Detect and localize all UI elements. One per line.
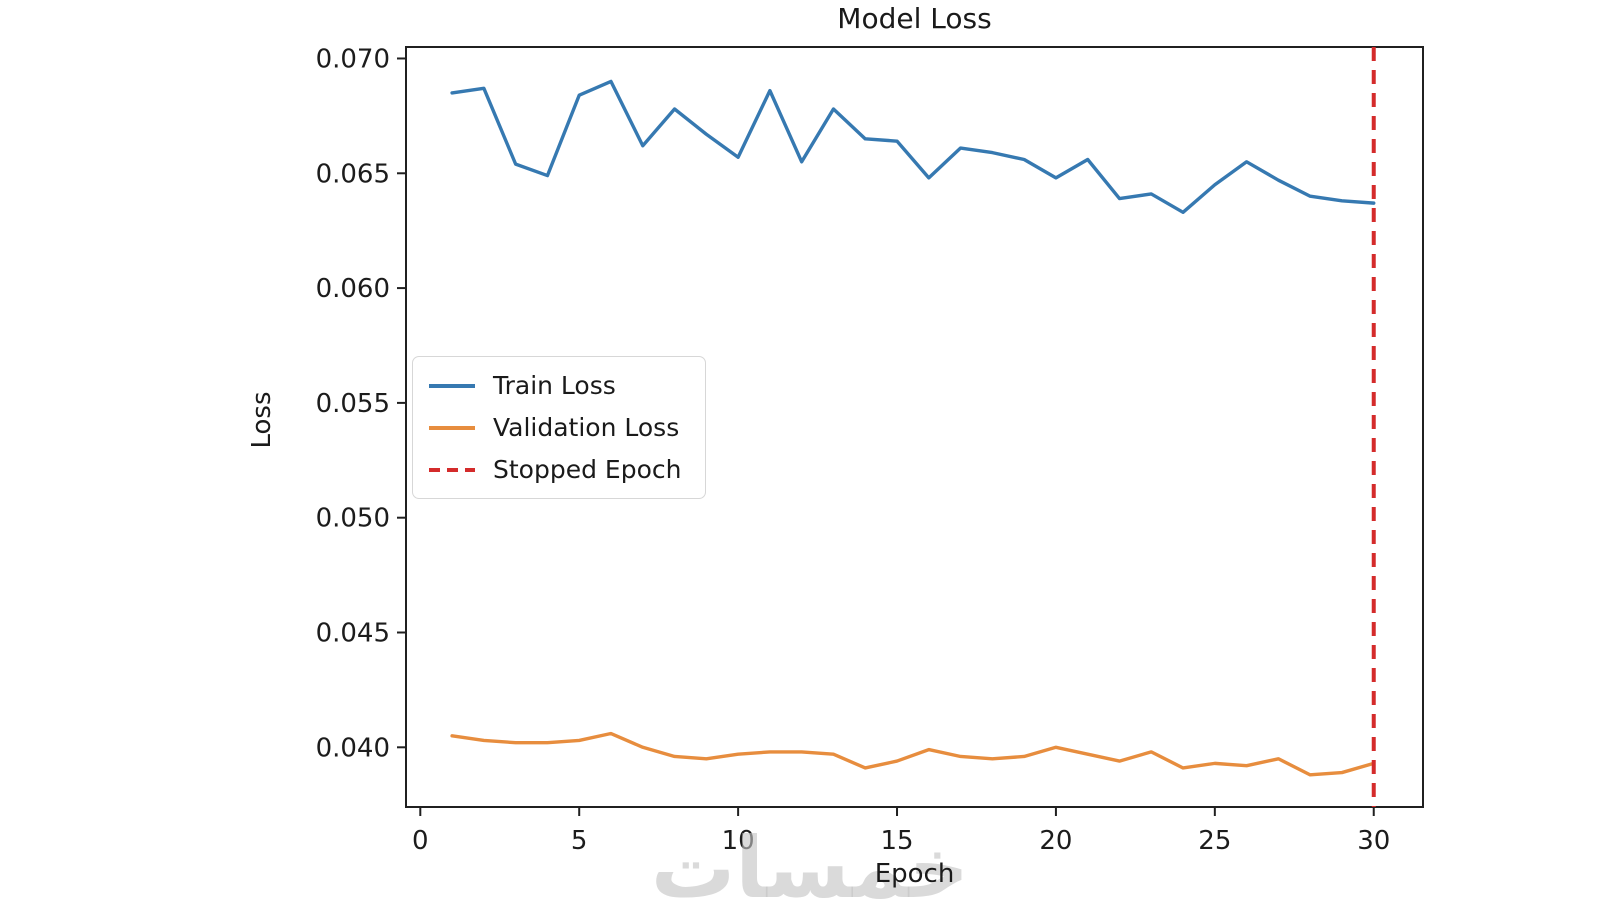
legend-item: Validation Loss — [429, 413, 681, 442]
train-loss-swatch-icon — [429, 383, 475, 388]
chart-title: Model Loss — [837, 2, 992, 35]
x-tick-label: 5 — [571, 826, 588, 856]
legend: Train Loss Validation Loss Stopped Epoch — [412, 356, 707, 499]
x-tick-label: 15 — [880, 826, 913, 856]
watermark-text: خمسات — [650, 819, 970, 917]
validation-loss-line — [450, 731, 1376, 777]
x-tick-label: 30 — [1357, 826, 1390, 856]
legend-item: Stopped Epoch — [429, 455, 681, 484]
y-tick-label: 0.040 — [316, 733, 390, 763]
y-tick-label: 0.055 — [316, 389, 390, 419]
x-tick-label: 0 — [412, 826, 429, 856]
train-loss-line — [450, 79, 1376, 215]
x-tick-label: 10 — [722, 826, 755, 856]
legend-label: Train Loss — [493, 371, 616, 400]
y-tick-label: 0.065 — [316, 159, 390, 189]
stopped-epoch-swatch-icon — [429, 467, 475, 472]
validation-loss-swatch-icon — [429, 425, 475, 430]
y-tick-label: 0.050 — [316, 504, 390, 534]
x-tick-label: 25 — [1198, 826, 1231, 856]
y-tick-label: 0.045 — [316, 618, 390, 648]
x-axis-label: Epoch — [874, 859, 955, 889]
y-tick-label: 0.060 — [316, 274, 390, 304]
y-tick-label: 0.070 — [316, 44, 390, 74]
legend-label: Stopped Epoch — [493, 455, 682, 484]
x-tick-label: 20 — [1039, 826, 1072, 856]
legend-item: Train Loss — [429, 371, 681, 400]
legend-label: Validation Loss — [493, 413, 680, 442]
